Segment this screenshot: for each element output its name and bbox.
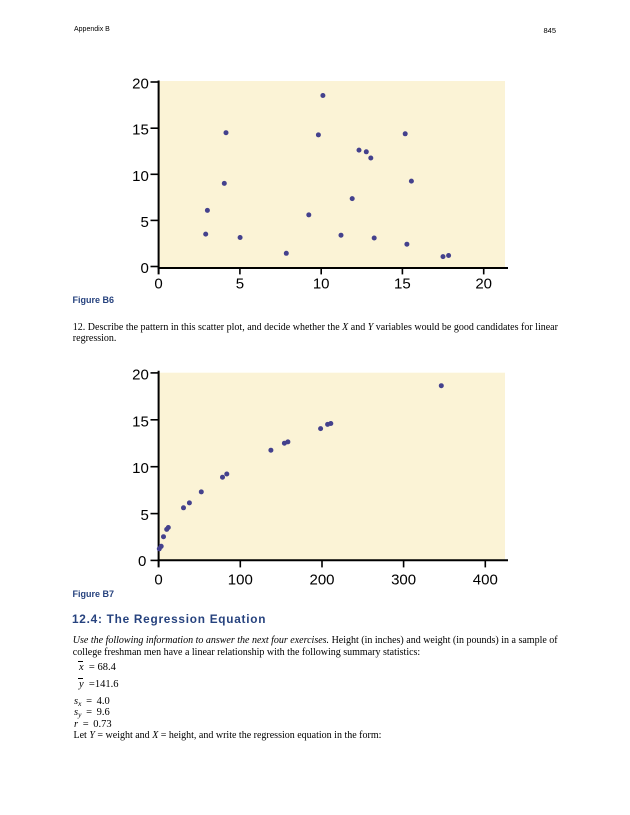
svg-text:200: 200 [309,572,334,589]
svg-text:10: 10 [132,460,149,477]
svg-text:15: 15 [132,413,149,430]
svg-text:0: 0 [140,260,148,277]
svg-text:10: 10 [132,168,149,185]
svg-text:0: 0 [154,275,162,292]
svg-text:300: 300 [391,572,416,589]
svg-text:0: 0 [154,572,162,589]
svg-text:5: 5 [236,275,244,292]
svg-text:100: 100 [228,572,253,589]
svg-text:15: 15 [132,122,149,139]
svg-text:20: 20 [132,76,149,93]
svg-text:400: 400 [473,572,498,589]
svg-text:15: 15 [394,275,411,292]
svg-text:20: 20 [475,275,492,292]
svg-text:10: 10 [313,275,330,292]
svg-text:5: 5 [140,214,148,231]
svg-text:0: 0 [138,553,146,570]
svg-text:20: 20 [132,366,149,383]
svg-text:5: 5 [140,507,148,524]
